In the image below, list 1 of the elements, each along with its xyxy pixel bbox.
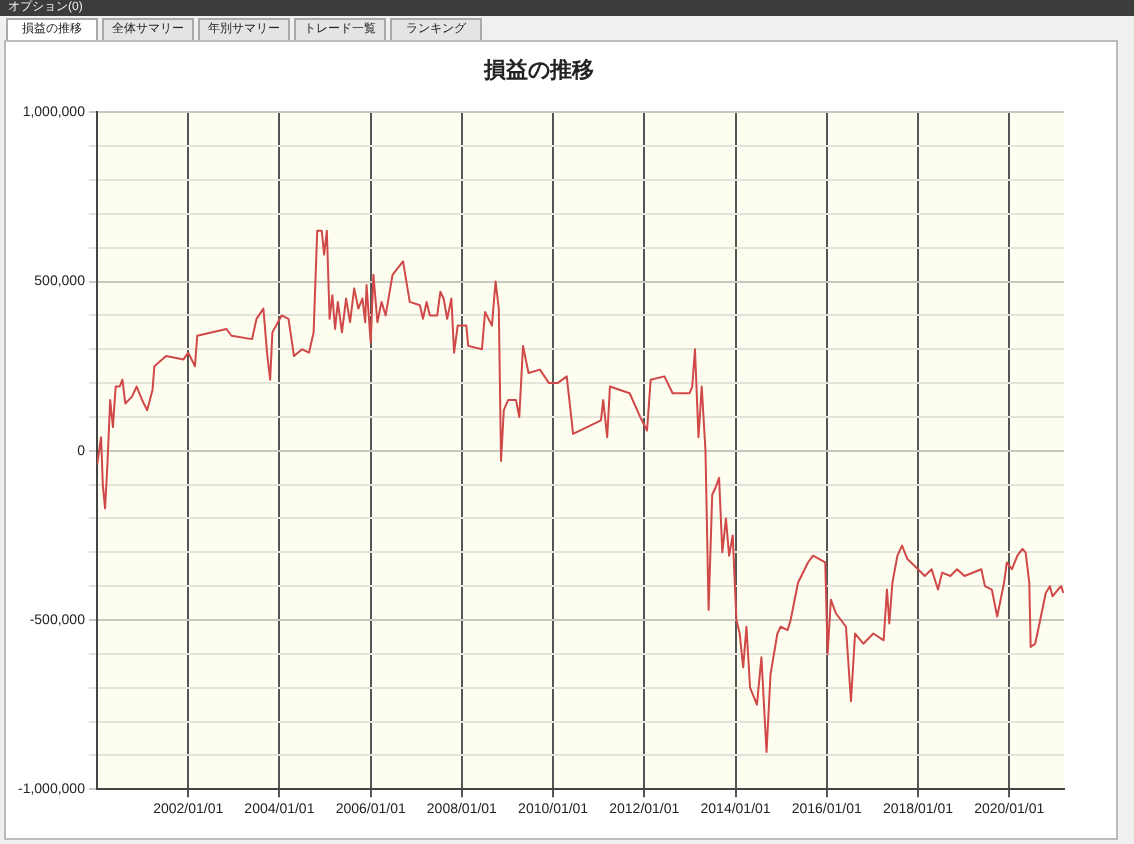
chart-title: 損益の推移	[482, 57, 594, 84]
